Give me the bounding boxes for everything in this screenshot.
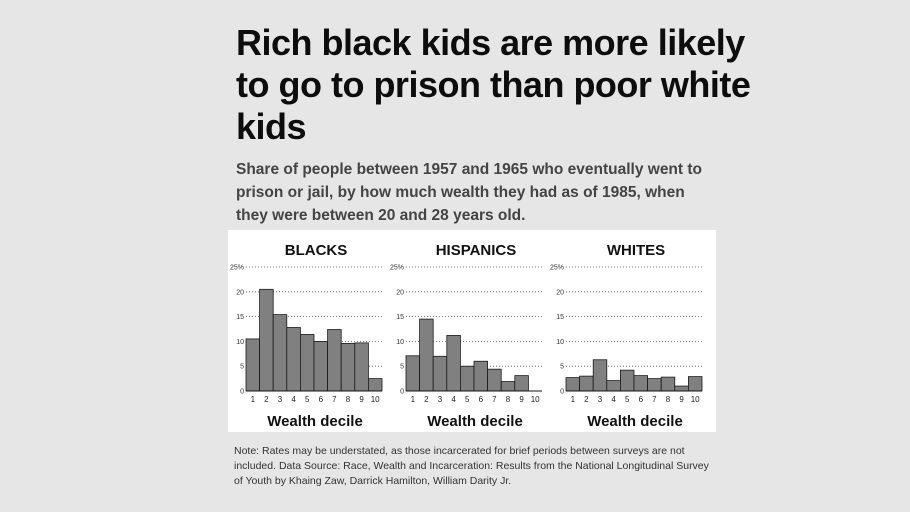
bar xyxy=(660,376,676,392)
chart-subtitle: Share of people between 1957 and 1965 wh… xyxy=(236,161,702,224)
bar xyxy=(300,334,315,392)
source-note: Note: Rates may be understated, as those… xyxy=(234,445,709,487)
y-tick-label: 20 xyxy=(396,289,404,296)
y-tick-label: 5 xyxy=(560,364,564,371)
x-tick-label: 9 xyxy=(359,395,364,404)
y-tick-label: 10 xyxy=(396,339,404,346)
y-tick-label: 10 xyxy=(236,339,244,346)
y-tick-label: 25% xyxy=(390,265,404,272)
bar xyxy=(340,342,356,392)
x-tick-label: 1 xyxy=(571,395,576,404)
x-tick-label: 9 xyxy=(519,395,524,404)
x-tick-label: 2 xyxy=(264,395,269,404)
charts-panel: BLACKS 0 5 10 15 20 25% 1 2 3 4 5 6 7 8 9 10 Wealth decil… xyxy=(228,230,716,432)
bar xyxy=(674,385,689,392)
bar xyxy=(592,359,608,392)
x-tick-label: 3 xyxy=(278,395,283,404)
x-tick-label: 8 xyxy=(506,395,511,404)
y-tick-label: 25% xyxy=(230,265,244,272)
bar xyxy=(647,378,662,392)
x-tick-label: 2 xyxy=(424,395,429,404)
x-tick-label: 4 xyxy=(451,395,456,404)
y-tick-label: 15 xyxy=(556,314,564,321)
bar xyxy=(245,338,261,392)
x-tick-label: 10 xyxy=(371,395,380,404)
y-tick-label: 0 xyxy=(400,389,404,396)
bar xyxy=(259,288,274,392)
bar xyxy=(500,381,516,392)
bar xyxy=(514,375,529,392)
bar xyxy=(354,342,369,392)
y-tick-label: 15 xyxy=(236,314,244,321)
y-tick-label: 25% xyxy=(550,265,564,272)
bar xyxy=(579,375,594,392)
bar xyxy=(327,329,342,392)
bar xyxy=(633,375,649,392)
panel-title: BLACKS xyxy=(285,242,348,259)
bar xyxy=(687,376,703,392)
y-tick-label: 0 xyxy=(240,389,244,396)
bar xyxy=(286,327,301,392)
x-tick-label: 8 xyxy=(666,395,671,404)
bar xyxy=(473,360,489,392)
x-tick-label: 7 xyxy=(652,395,657,404)
y-tick-label: 0 xyxy=(560,389,564,396)
y-tick-label: 10 xyxy=(556,339,564,346)
x-tick-label: 7 xyxy=(332,395,337,404)
y-tick-label: 5 xyxy=(400,364,404,371)
bar xyxy=(619,369,635,392)
x-tick-label: 2 xyxy=(584,395,589,404)
y-tick-label: 5 xyxy=(240,364,244,371)
chart-title: Rich black kids are more likely to go to… xyxy=(236,22,751,147)
x-tick-label: 3 xyxy=(438,395,443,404)
x-tick-label: 4 xyxy=(291,395,296,404)
x-axis-label: Wealth decile xyxy=(587,413,683,430)
x-tick-label: 5 xyxy=(305,395,310,404)
y-tick-label: 20 xyxy=(236,289,244,296)
bar xyxy=(446,335,461,392)
x-tick-label: 8 xyxy=(346,395,351,404)
x-tick-label: 9 xyxy=(679,395,684,404)
y-tick-label: 20 xyxy=(556,289,564,296)
x-tick-label: 6 xyxy=(319,395,324,404)
panel-title: HISPANICS xyxy=(436,242,517,259)
x-tick-label: 10 xyxy=(691,395,700,404)
x-tick-label: 5 xyxy=(465,395,470,404)
x-tick-label: 4 xyxy=(611,395,616,404)
y-tick-label: 15 xyxy=(396,314,404,321)
x-tick-label: 1 xyxy=(411,395,416,404)
bar xyxy=(606,380,621,392)
x-tick-label: 5 xyxy=(625,395,630,404)
x-tick-label: 3 xyxy=(598,395,603,404)
bar xyxy=(405,355,421,392)
x-tick-label: 6 xyxy=(639,395,644,404)
bar xyxy=(367,378,383,392)
bar xyxy=(313,341,329,392)
bar xyxy=(565,377,581,392)
panel-title: WHITES xyxy=(607,242,665,259)
bar xyxy=(459,365,475,392)
x-tick-label: 7 xyxy=(492,395,497,404)
x-axis-label: Wealth decile xyxy=(427,413,523,430)
bar xyxy=(487,368,502,392)
x-tick-label: 1 xyxy=(251,395,256,404)
x-tick-label: 10 xyxy=(531,395,540,404)
bar xyxy=(272,314,288,392)
bar xyxy=(432,355,448,392)
x-axis-label: Wealth decile xyxy=(267,413,363,430)
bar xyxy=(419,318,434,392)
x-tick-label: 6 xyxy=(479,395,484,404)
